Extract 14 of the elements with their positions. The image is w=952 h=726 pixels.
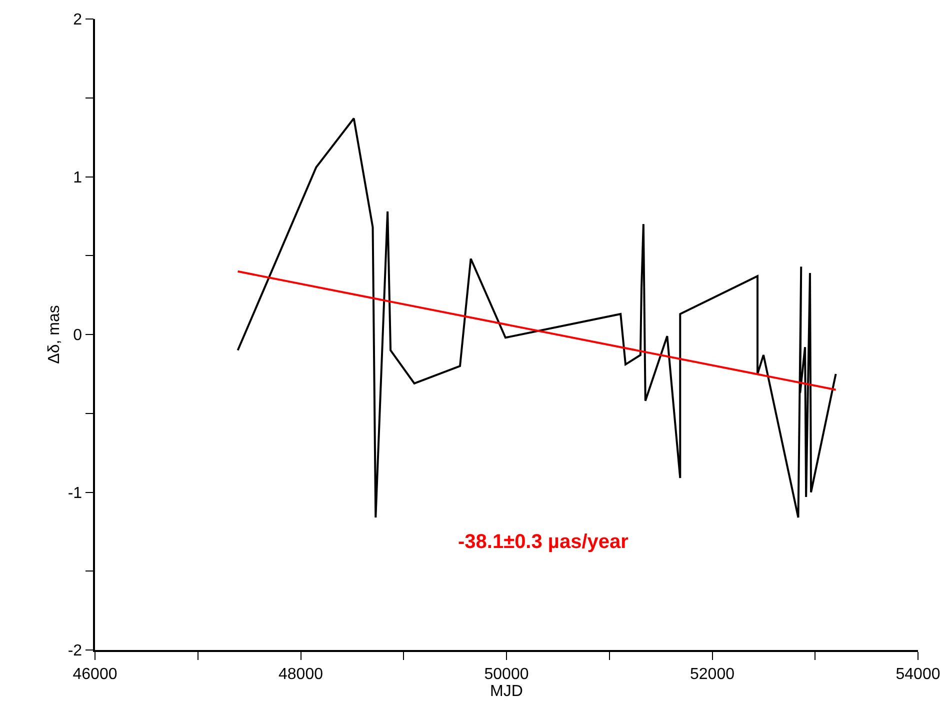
x-axis-title: MJD bbox=[490, 682, 523, 700]
y-tick-label: 0 bbox=[73, 327, 82, 344]
x-tick-label: 54000 bbox=[896, 666, 940, 683]
line-series bbox=[236, 117, 837, 518]
y-axis-title: Δδ, mas bbox=[46, 305, 64, 364]
x-tick-label: 50000 bbox=[484, 666, 529, 683]
x-tick-label: 48000 bbox=[278, 666, 324, 683]
y-tick-label: 1 bbox=[73, 169, 82, 186]
x-tick-label: 52000 bbox=[690, 666, 735, 683]
y-tick-label: -2 bbox=[68, 642, 82, 660]
y-tick-label: -1 bbox=[68, 484, 82, 502]
x-tick-label: 46000 bbox=[72, 666, 118, 683]
annotation: -38.1±0.3 µas/year bbox=[458, 531, 629, 553]
y-tick-label: 2 bbox=[73, 12, 82, 29]
